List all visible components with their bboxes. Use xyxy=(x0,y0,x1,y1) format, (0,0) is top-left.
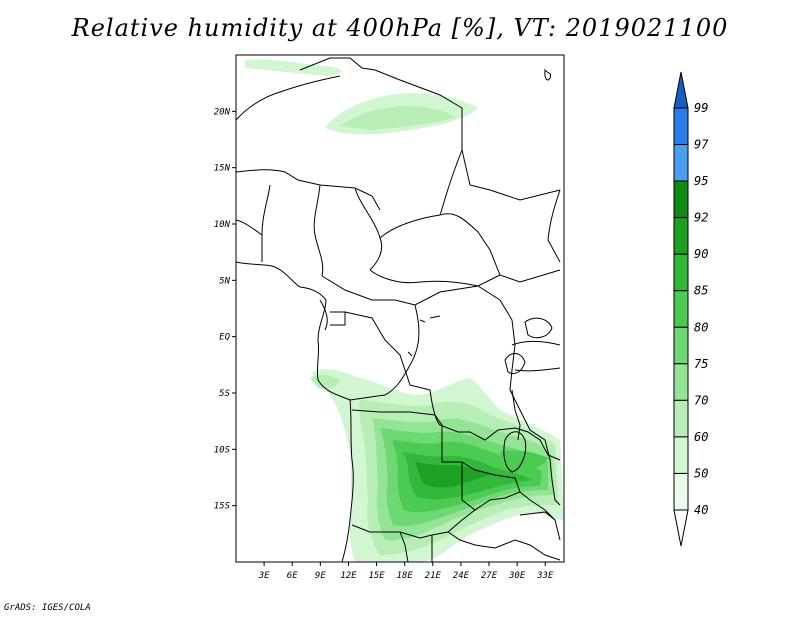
lat-tick-label: 15S xyxy=(214,502,231,512)
colorbar-label: 80 xyxy=(694,320,708,334)
lat-tick-label: 20N xyxy=(214,107,231,117)
colorbar-cell xyxy=(673,107,689,146)
lon-tick-label: 3E xyxy=(258,571,270,581)
colorbar-label: 99 xyxy=(694,101,708,115)
lon-tick-label: 24E xyxy=(453,571,470,581)
colorbar-cell xyxy=(673,217,689,255)
colorbar-cell xyxy=(673,180,689,219)
lat-tick-label: 10N xyxy=(214,220,231,230)
chart-title: Relative humidity at 400hPa [%], VT: 201… xyxy=(71,14,729,42)
colorbar-upper-arrow xyxy=(673,71,689,109)
colorbar-lower-arrow xyxy=(673,509,689,547)
colorbar-label: 50 xyxy=(694,466,708,480)
colorbar-label: 85 xyxy=(694,284,708,298)
colorbar-cell xyxy=(673,399,689,438)
lon-tick-label: 27E xyxy=(481,571,498,581)
lat-tick-label: 10S xyxy=(214,445,231,455)
colorbar-cell xyxy=(673,253,689,292)
lon-tick-label: 33E xyxy=(536,571,554,581)
lon-tick-label: 6E xyxy=(287,571,298,581)
colorbar-label: 97 xyxy=(694,138,709,152)
colorbar-label: 92 xyxy=(694,211,708,225)
longitude-axis: 3E 6E 9E 12E 15E 18E 21E 24E 27E 30E 33E xyxy=(258,562,554,581)
lat-tick-label: 5N xyxy=(219,276,230,286)
lon-tick-label: 12E xyxy=(340,571,357,581)
map-frame xyxy=(235,54,565,563)
colorbar-label: 60 xyxy=(694,430,708,444)
lat-tick-label: EQ xyxy=(219,333,230,343)
colorbar-label: 95 xyxy=(694,174,708,188)
country-boundaries xyxy=(236,57,561,562)
lon-tick-label: 30E xyxy=(508,571,526,581)
colorbar-label: 75 xyxy=(694,357,708,371)
colorbar-cell xyxy=(673,436,689,474)
lon-tick-label: 9E xyxy=(315,571,326,581)
lat-tick-label: 5S xyxy=(219,389,230,399)
grads-credit: GrADS: IGES/COLA xyxy=(4,603,91,613)
colorbar-cell xyxy=(673,144,689,182)
colorbar-cell xyxy=(673,472,689,511)
latitude-axis: 20N 15N 10N 5N EQ 5S 10S 15S xyxy=(214,107,236,512)
colorbar-label: 90 xyxy=(694,247,708,261)
colorbar-label: 70 xyxy=(694,393,708,407)
lon-tick-label: 15E xyxy=(368,571,385,581)
colorbar-cell xyxy=(673,363,689,401)
colorbar-label: 40 xyxy=(694,503,708,517)
colorbar-cell xyxy=(673,326,689,365)
lon-tick-label: 18E xyxy=(397,571,414,581)
lat-tick-label: 15N xyxy=(214,164,231,174)
lon-tick-label: 21E xyxy=(425,571,442,581)
colorbar-cell xyxy=(673,290,689,328)
